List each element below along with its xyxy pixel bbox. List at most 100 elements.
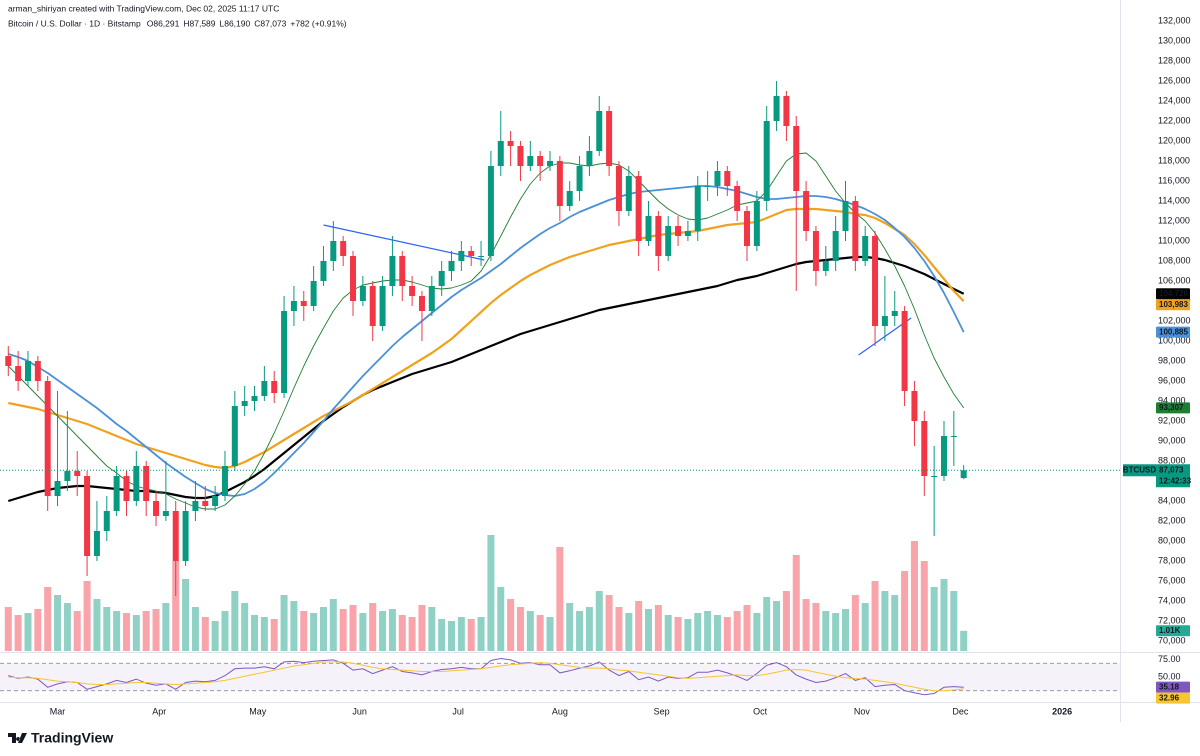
- volume-bar: [930, 587, 938, 651]
- volume-bar: [822, 611, 830, 651]
- y-tick-label: 122,000: [1158, 115, 1191, 125]
- y-tick-label: 80,000: [1158, 535, 1186, 545]
- candle-body: [448, 261, 455, 271]
- y-tick-label: 132,000: [1158, 15, 1191, 25]
- volume-bar: [359, 613, 367, 651]
- volume-bar: [684, 619, 692, 651]
- candle-body: [310, 281, 317, 306]
- symbol-tag: BTCUSD: [1123, 465, 1157, 474]
- candle-body: [625, 176, 632, 211]
- candle-body: [960, 470, 967, 479]
- x-tick-label: Nov: [854, 706, 871, 716]
- candle-body: [74, 471, 81, 476]
- candle-body: [931, 476, 938, 477]
- volume-bar: [615, 607, 623, 651]
- volume-bar: [713, 615, 721, 651]
- volume-bar: [556, 547, 564, 651]
- candle-body: [320, 261, 327, 281]
- volume-bar: [654, 605, 662, 651]
- candle-body: [143, 466, 150, 501]
- ohlc-value: O86,291: [147, 18, 180, 28]
- volume-bar: [300, 611, 308, 651]
- price-tag: 87,073: [1159, 465, 1184, 474]
- volume-bar: [851, 595, 859, 651]
- volume-bar: [625, 613, 633, 651]
- candle-body: [596, 111, 603, 151]
- y-tick-label: 114,000: [1158, 195, 1190, 205]
- volume-bar: [841, 609, 849, 651]
- volume-bar: [24, 613, 32, 651]
- candle-body: [576, 166, 583, 191]
- y-tick-label: 118,000: [1158, 155, 1190, 165]
- candle-body: [468, 251, 475, 256]
- candle-body: [812, 231, 819, 271]
- volume-bar: [339, 609, 347, 651]
- moving-average: [7, 152, 965, 510]
- volume-bar: [694, 613, 702, 651]
- volume-bar: [319, 607, 327, 651]
- logo: TradingView: [8, 730, 113, 746]
- volume-bar: [763, 597, 771, 651]
- y-tick-label: 72,000: [1158, 615, 1186, 625]
- volume-bar: [664, 615, 672, 651]
- volume-bar: [910, 541, 918, 651]
- candle-body: [753, 201, 760, 246]
- candle-body: [606, 111, 613, 166]
- candle-body: [350, 256, 357, 301]
- ohlc-value: C87,073: [254, 18, 286, 28]
- candle-body: [911, 391, 918, 421]
- candle-body: [517, 146, 524, 166]
- candle-body: [123, 476, 130, 501]
- volume-bar: [260, 617, 268, 651]
- candle-body: [212, 496, 219, 506]
- volume-bar: [861, 603, 869, 651]
- volume-bar: [871, 581, 879, 651]
- candle-body: [635, 176, 642, 241]
- candle-body: [24, 361, 31, 381]
- candle-body: [428, 286, 435, 311]
- candle-body: [901, 311, 908, 391]
- volume-bar: [507, 599, 515, 651]
- rsi-tick-label: 50.00: [1158, 671, 1181, 681]
- x-tick-label: Dec: [952, 706, 969, 716]
- candle-body: [359, 286, 366, 301]
- volume-bar: [162, 603, 170, 651]
- y-tick-label: 74,000: [1158, 595, 1186, 605]
- candle-body: [675, 226, 682, 236]
- volume-bar: [201, 617, 209, 651]
- axis-tag-bg: [1156, 299, 1190, 311]
- symbol: Bitcoin / U.S. Dollar · 1D · Bitstamp: [8, 18, 141, 28]
- volume-bar: [832, 613, 840, 651]
- axis-tag-bg: [1156, 692, 1190, 704]
- candle-body: [694, 186, 701, 231]
- volume-bar: [310, 613, 318, 651]
- candle-body: [724, 171, 731, 186]
- candle-body: [783, 96, 790, 126]
- candle-body: [261, 381, 268, 396]
- y-tick-label: 110,000: [1158, 235, 1190, 245]
- volume-bar: [635, 601, 643, 651]
- volume-bar: [438, 619, 446, 651]
- candle-body: [133, 466, 140, 501]
- volume-bar: [891, 595, 899, 651]
- axis-tag: 32.96: [1159, 693, 1180, 702]
- logo-icon: [8, 733, 27, 743]
- y-tick-label: 76,000: [1158, 575, 1186, 585]
- candle-body: [881, 316, 888, 326]
- volume-bar: [34, 609, 42, 651]
- volume-bar: [270, 619, 278, 651]
- x-tick-label: Jul: [452, 706, 464, 716]
- volume-bar: [812, 603, 820, 651]
- axis-tag: 35.18: [1159, 682, 1180, 691]
- x-tick-label: 2026: [1052, 706, 1072, 716]
- volume-bar: [733, 611, 741, 651]
- price-tag-bg: [1156, 464, 1190, 488]
- volume-bar: [221, 611, 229, 651]
- ohlc-value: L86,190: [220, 18, 251, 28]
- y-tick-label: 126,000: [1158, 75, 1191, 85]
- candle-body: [527, 156, 534, 166]
- volume-bar: [398, 615, 406, 651]
- candle-body: [330, 241, 337, 261]
- y-tick-label: 96,000: [1158, 375, 1186, 385]
